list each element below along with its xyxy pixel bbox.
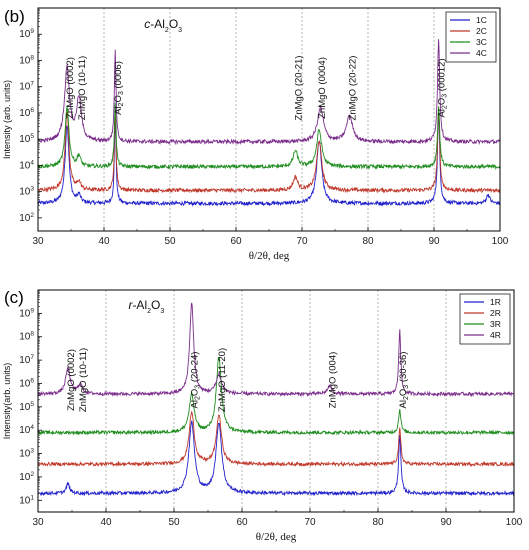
- panel-label: (b): [4, 7, 25, 26]
- y-tick-label: 105: [19, 401, 34, 413]
- x-tick-label: 80: [362, 236, 374, 247]
- series-line-3R: [37, 356, 515, 436]
- peak-annotation: Al2O3 (0006): [113, 61, 126, 115]
- x-tick-label: 30: [32, 236, 44, 247]
- y-tick-label: 104: [19, 424, 34, 436]
- y-tick-label: 102: [19, 212, 34, 224]
- y-tick-label: 108: [19, 331, 34, 343]
- peak-annotation: ZnMgO (0004): [317, 57, 328, 119]
- x-axis-label: θ/2θ, deg: [249, 250, 290, 262]
- x-tick-label: 60: [230, 236, 242, 247]
- peak-annotation: ZnMgO (20-22): [347, 56, 358, 121]
- peak-annotation: ZnMgO (10-11): [78, 348, 89, 412]
- legend-entry-1R: 1R: [490, 297, 501, 307]
- legend-entry-4C: 4C: [476, 48, 487, 58]
- x-tick-label: 60: [236, 517, 248, 528]
- x-tick-label: 50: [164, 236, 176, 247]
- x-axis-label: θ/2θ, deg: [256, 531, 297, 543]
- y-axis-label: Intensity(arb. units): [2, 363, 12, 440]
- x-tick-label: 90: [428, 236, 440, 247]
- panel-b: 30 40 50 60 70 80 90 100 102 103 104 105 106 107 108 10…: [2, 7, 509, 262]
- series-line-1R: [37, 420, 515, 497]
- panel-c: 30 40 50 60 70 80 90 100 101 102 103 104 105 106 107 10…: [2, 288, 523, 543]
- x-tick-label: 40: [100, 517, 112, 528]
- y-tick-label: 103: [19, 448, 34, 460]
- legend-entry-1C: 1C: [476, 15, 487, 25]
- peak-annotation: ZnMgO (11-20): [216, 348, 227, 412]
- y-axis-label: Intensity (arb. units): [2, 80, 12, 159]
- substrate-label: c-Al2O3: [144, 17, 182, 34]
- series-line-2C: [37, 105, 501, 194]
- legend-entry-3R: 3R: [490, 319, 501, 329]
- y-tick-label: 101: [19, 494, 34, 506]
- plot-frame: [37, 7, 501, 232]
- y-tick-label: 109: [19, 28, 34, 40]
- y-tick-label: 106: [19, 377, 34, 389]
- legend-entry-2R: 2R: [490, 308, 501, 318]
- x-tick-label: 50: [168, 517, 180, 528]
- y-tick-label: 104: [19, 159, 34, 171]
- x-tick-label: 70: [304, 517, 316, 528]
- y-tick-label: 102: [19, 471, 34, 483]
- peak-annotation: ZnMgO (10-11): [76, 56, 87, 120]
- series-line-3C: [37, 102, 501, 171]
- legend-entry-4R: 4R: [490, 330, 501, 340]
- legend-entry-2C: 2C: [476, 26, 487, 36]
- y-tick-label: 106: [19, 107, 34, 119]
- x-tick-label: 100: [492, 236, 509, 247]
- y-tick-label: 109: [19, 307, 34, 319]
- x-tick-label: 100: [506, 517, 523, 528]
- legend-entry-3C: 3C: [476, 37, 487, 47]
- plot-frame: [37, 289, 515, 513]
- x-tick-label: 70: [296, 236, 308, 247]
- y-tick-label: 107: [19, 354, 34, 366]
- peak-annotation: Al2O3 (00012): [436, 58, 449, 117]
- y-tick-label: 108: [19, 54, 34, 66]
- series-line-2R: [37, 411, 515, 468]
- peak-annotation: ZnMgO (0002): [65, 57, 76, 119]
- peak-annotation: Al2O3 (30-36): [397, 352, 410, 409]
- peak-annotation: Al2O3 (20-24): [189, 352, 202, 409]
- substrate-label: r-Al2O3: [128, 298, 164, 315]
- peak-annotation: ZnMgO (004): [327, 352, 338, 409]
- series-line-1C: [37, 110, 501, 207]
- x-tick-label: 90: [440, 517, 452, 528]
- y-tick-label: 103: [19, 186, 34, 198]
- x-tick-label: 80: [372, 517, 384, 528]
- series-line-4C: [37, 39, 501, 146]
- y-tick-label: 107: [19, 81, 34, 93]
- series-line-4R: [37, 302, 515, 398]
- x-tick-label: 30: [32, 517, 44, 528]
- y-tick-label: 105: [19, 133, 34, 145]
- x-tick-label: 40: [98, 236, 110, 247]
- peak-annotation: ZnMgO (20-21): [293, 56, 304, 121]
- panel-label: (c): [4, 288, 24, 307]
- peak-annotation: ZnMgO (0002): [65, 349, 76, 411]
